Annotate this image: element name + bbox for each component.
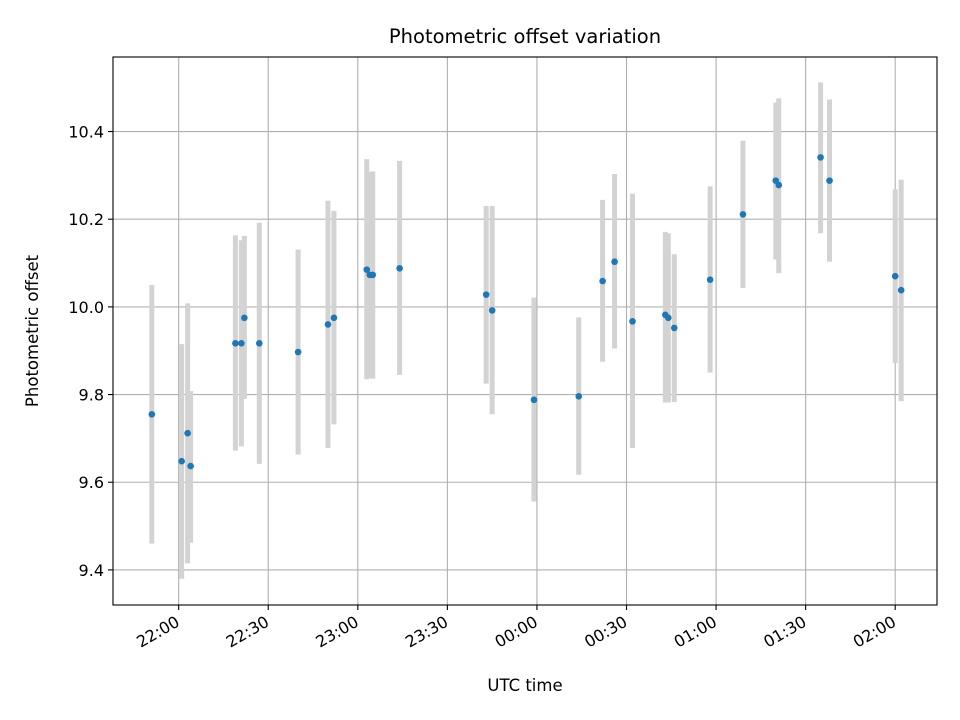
y-tick-label: 9.6 — [79, 473, 104, 492]
plot-frame — [112, 56, 938, 606]
data-point — [629, 318, 636, 325]
data-point — [670, 324, 678, 332]
data-point — [665, 314, 672, 322]
y-tick-label: 10.0 — [68, 298, 104, 317]
y-tick-label: 9.4 — [79, 561, 104, 580]
data-point — [530, 396, 538, 404]
data-point — [324, 321, 332, 328]
y-tick-label: 10.2 — [68, 210, 104, 229]
data-point — [488, 307, 496, 314]
data-point — [482, 291, 490, 298]
data-point — [363, 266, 371, 273]
data-point — [396, 265, 403, 272]
data-point — [255, 339, 263, 347]
y-axis-label: Photometric offset — [23, 254, 42, 407]
data-point — [294, 348, 302, 356]
data-point — [369, 271, 377, 279]
data-point — [739, 211, 747, 218]
data-point — [187, 462, 194, 470]
data-point — [775, 181, 783, 189]
data-point — [178, 457, 185, 465]
data-point — [897, 286, 905, 294]
data-point — [891, 272, 899, 280]
data-point — [826, 177, 833, 184]
grid-lines — [113, 57, 937, 605]
data-point — [817, 154, 824, 161]
y-tick-label: 10.4 — [68, 123, 104, 142]
data-point — [148, 410, 156, 418]
data-point — [241, 314, 248, 322]
data-points — [148, 154, 905, 470]
data-point — [599, 277, 606, 285]
data-point — [611, 258, 618, 266]
data-point — [330, 314, 338, 322]
data-point — [238, 339, 245, 347]
data-point — [706, 276, 714, 284]
data-point — [575, 393, 583, 400]
y-tick-label: 9.8 — [79, 386, 104, 405]
y-axis: 9.4 9.6 9.8 10.0 10.2 10.4 — [68, 123, 113, 580]
chart-title: Photometric offset variation — [389, 25, 661, 48]
x-axis-label: UTC time — [487, 676, 562, 695]
data-point — [184, 429, 191, 437]
data-point — [232, 339, 239, 347]
